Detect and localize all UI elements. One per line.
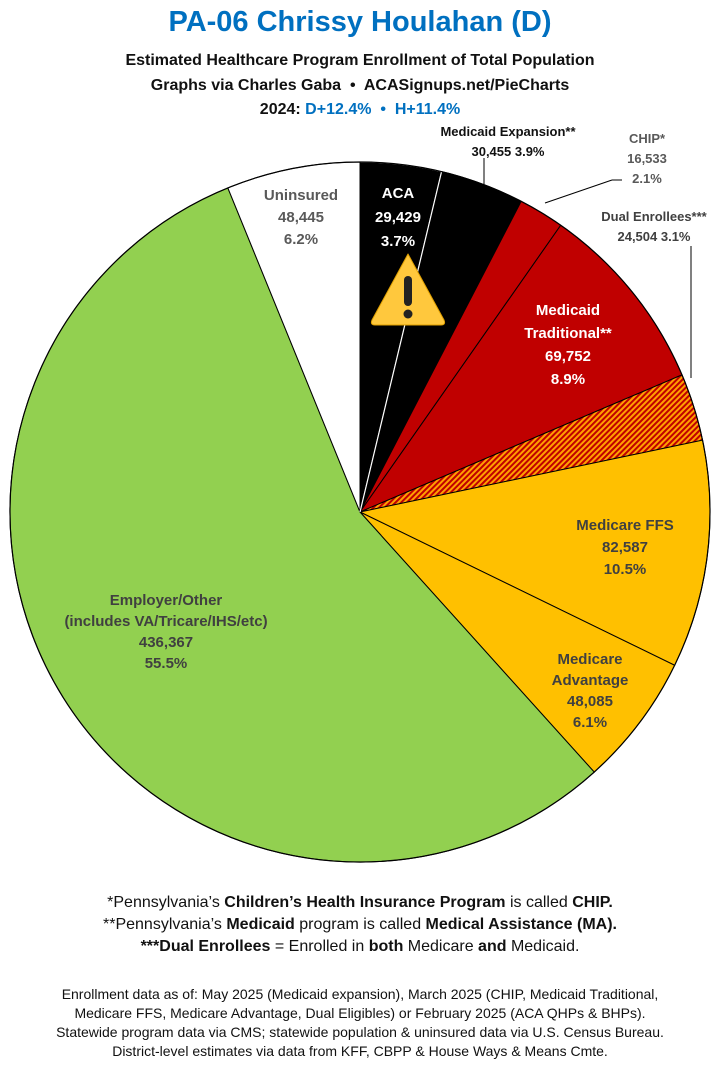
chart-title: PA-06 Chrissy Houlahan (D): [168, 6, 552, 38]
slice-label-line: (includes VA/Tricare/IHS/etc): [64, 613, 267, 630]
slice-label-line: 69,752: [545, 348, 591, 365]
election-margins: 2024: D+12.4% • H+11.4%: [0, 101, 720, 119]
slice-label-medicaid-expansion: Medicaid Expansion** 30,455 3.9%: [440, 124, 576, 159]
slice-label-line: 6.2%: [284, 231, 318, 248]
slice-label-line: 10.5%: [604, 561, 647, 578]
slice-label-line: 3.7%: [381, 233, 415, 250]
slice-label-employer-other: Employer/Other (includes VA/Tricare/IHS/e…: [64, 592, 267, 672]
slice-label-medicaid-traditional: Medicaid Traditional** 69,752 8.9%: [524, 302, 612, 388]
slice-label-medicare-ffs: Medicare FFS 82,587 10.5%: [576, 517, 674, 578]
slice-label-line: Medicare: [557, 651, 622, 668]
footnote-medicaid: **Pennsylvania’s Medicaid program is cal…: [103, 916, 617, 933]
slice-label-line: 55.5%: [145, 655, 188, 672]
slice-label-medicare-advantage: Medicare Advantage 48,085 6.1%: [552, 651, 629, 731]
slice-label-line: Uninsured: [264, 187, 338, 204]
slice-label-line: Medicare FFS: [576, 517, 674, 534]
slice-label-line: 8.9%: [551, 371, 585, 388]
slice-label-line: Medicaid Expansion**: [440, 124, 576, 139]
slice-label-line: 30,455 3.9%: [471, 144, 544, 159]
slice-label-line: ACA: [382, 185, 415, 202]
slice-label-line: Advantage: [552, 672, 629, 689]
slice-label-line: 16,533: [627, 151, 667, 166]
slice-label-line: 82,587: [602, 539, 648, 556]
slice-label-line: Employer/Other: [110, 592, 223, 609]
year-label: 2024:: [259, 101, 301, 118]
margins-value: D+12.4% • H+11.4%: [305, 101, 461, 118]
data-sources: Enrollment data as of: May 2025 (Medicai…: [0, 985, 720, 1061]
slice-label-line: Dual Enrollees***: [601, 209, 707, 224]
source-line: District-level estimates via data from K…: [112, 1043, 608, 1059]
slice-label-aca: ACA 29,429 3.7%: [375, 185, 421, 250]
chart-credit: Graphs via Charles Gaba • ACASignups.net…: [150, 77, 570, 94]
source-line: Statewide program data via CMS; statewid…: [56, 1024, 664, 1040]
slice-label-line: Traditional**: [524, 325, 612, 342]
slice-label-line: 436,367: [139, 634, 193, 651]
leader-line: [544, 179, 613, 204]
warning-triangle-icon: [370, 253, 446, 326]
slice-label-line: 24,504 3.1%: [617, 229, 690, 244]
pie-outline: [9, 161, 711, 863]
source-line: Medicare FFS, Medicare Advantage, Dual E…: [74, 1005, 646, 1021]
slice-label-line: Medicaid: [536, 302, 600, 319]
slice-label-line: 48,445: [278, 209, 324, 226]
chart-subtitle: Estimated Healthcare Program Enrollment …: [125, 52, 595, 69]
slice-label-chip: CHIP* 16,533 2.1%: [627, 131, 667, 186]
slice-label-line: 2.1%: [632, 171, 662, 186]
slice-label-dual-enrollees: Dual Enrollees*** 24,504 3.1%: [601, 209, 707, 244]
footnotes: *Pennsylvania’s Children’s Health Insura…: [0, 892, 720, 958]
slice-divider: [359, 171, 443, 513]
slice-label-line: 29,429: [375, 209, 421, 226]
source-line: Enrollment data as of: May 2025 (Medicai…: [61, 986, 659, 1002]
slice-label-line: 48,085: [567, 693, 613, 710]
slice-label-uninsured: Uninsured 48,445 6.2%: [264, 187, 338, 248]
footnote-chip: *Pennsylvania’s Children’s Health Insura…: [107, 894, 613, 911]
slice-label-line: 6.1%: [573, 714, 607, 731]
footnote-dual: ***Dual Enrollees = Enrolled in both Med…: [140, 938, 580, 955]
slice-label-line: CHIP*: [629, 131, 666, 146]
